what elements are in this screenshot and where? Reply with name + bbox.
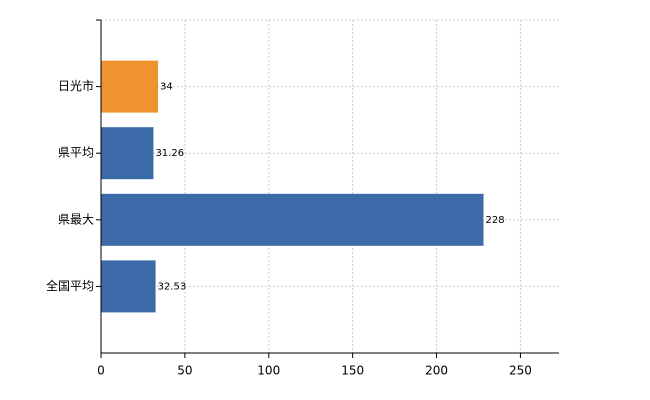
x-tick-label: 250 [509,364,532,378]
x-tick-label: 100 [257,364,280,378]
bar [101,193,484,246]
bar [101,60,159,113]
x-tick-label: 150 [341,364,364,378]
bar [101,127,154,180]
y-tick-label: 日光市 [58,78,94,93]
x-tick-label: 50 [177,364,192,378]
value-label: 228 [486,215,505,226]
x-tick-label: 0 [97,364,105,378]
value-label: 31.26 [155,148,184,159]
bar [101,260,156,313]
y-tick-label: 全国平均 [46,278,94,293]
value-label: 34 [160,82,173,93]
x-tick-label: 200 [425,364,448,378]
y-tick-label: 県最大 [58,212,94,226]
y-tick-label: 県平均 [58,146,94,160]
value-label: 32.53 [158,281,187,292]
